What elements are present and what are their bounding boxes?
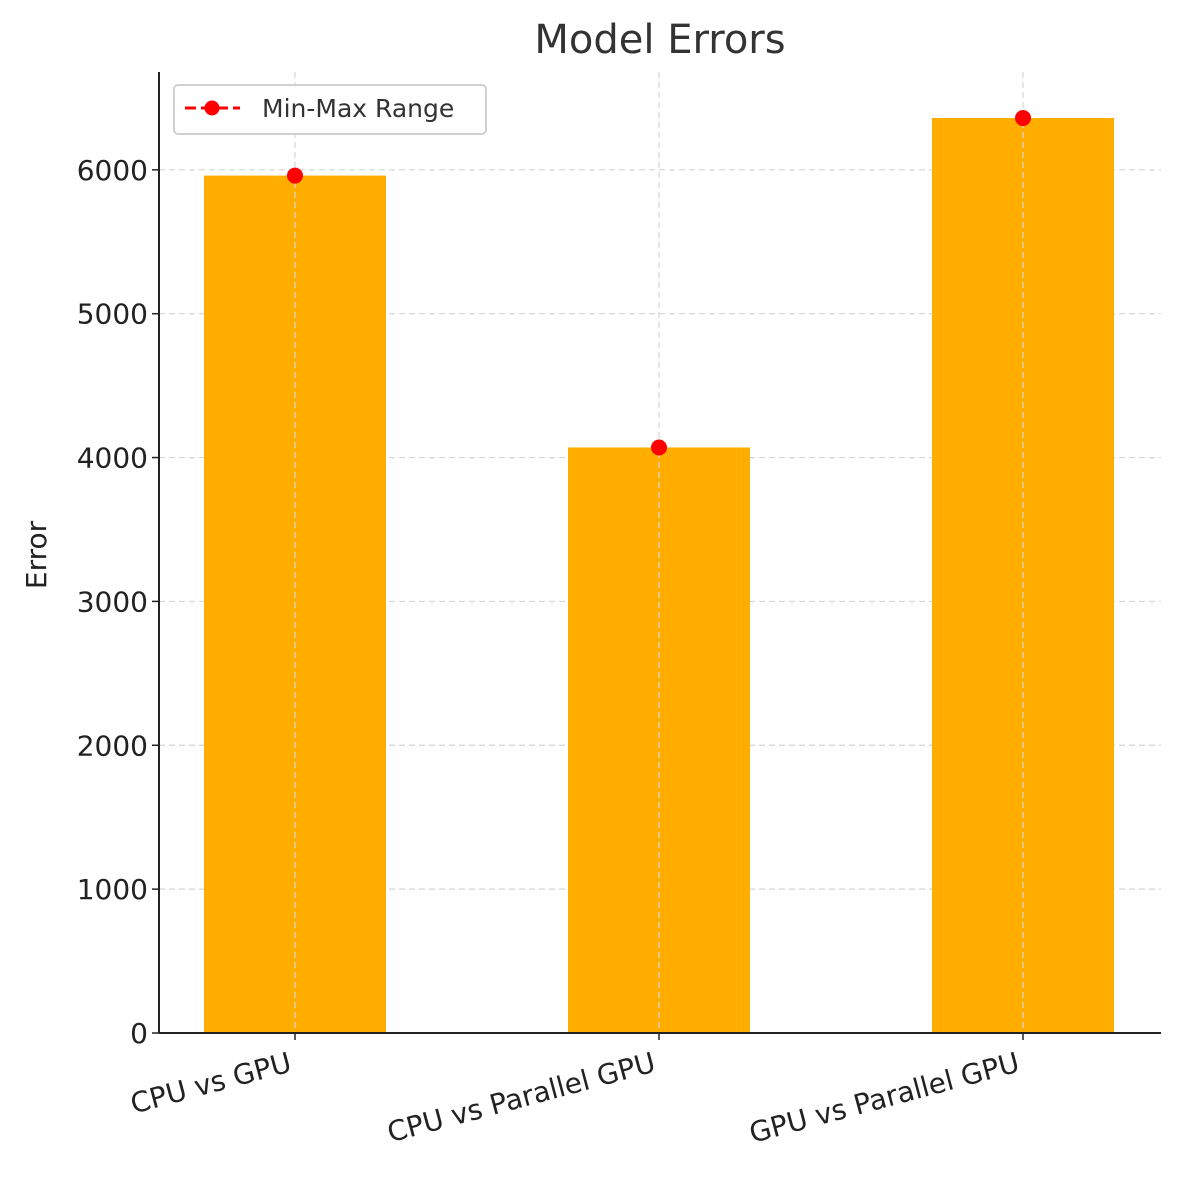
chart-title: Model Errors (534, 17, 785, 63)
min-max-markers (287, 110, 1031, 456)
legend-marker-icon (204, 100, 220, 116)
legend: Min-Max Range (173, 84, 487, 135)
y-axis-ticks: 0 1000 2000 3000 4000 5000 6000 (77, 154, 159, 1050)
x-tick-label: GPU vs Parallel GPU (746, 1046, 1023, 1150)
x-tick-label: CPU vs Parallel GPU (384, 1046, 659, 1149)
y-axis-label: Error (20, 520, 53, 589)
y-tick-label: 5000 (77, 298, 148, 331)
min-max-marker (1015, 110, 1031, 127)
x-axis-ticks: CPU vs GPU CPU vs Parallel GPU GPU vs Para… (127, 1033, 1024, 1150)
vertical-grid-lines (294, 72, 1024, 1033)
min-max-marker (651, 439, 667, 456)
legend-frame (173, 84, 487, 135)
y-tick-label: 3000 (77, 585, 148, 618)
y-tick-label: 4000 (77, 442, 148, 475)
x-tick-label: CPU vs GPU (127, 1046, 295, 1121)
y-tick-label: 0 (130, 1017, 148, 1050)
min-max-marker (287, 167, 303, 184)
y-tick-label: 6000 (77, 154, 148, 187)
y-tick-label: 2000 (77, 729, 148, 762)
axes (158, 72, 1161, 1034)
y-tick-label: 1000 (77, 873, 148, 906)
legend-label: Min-Max Range (262, 94, 454, 123)
